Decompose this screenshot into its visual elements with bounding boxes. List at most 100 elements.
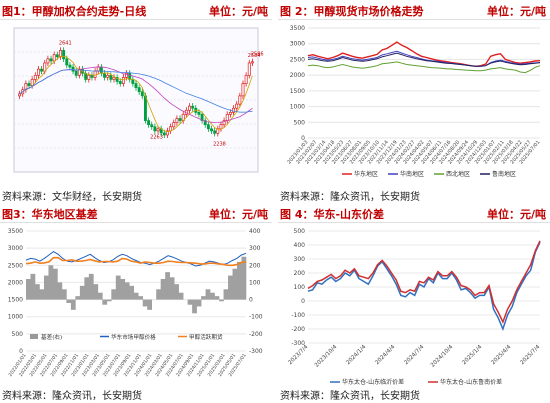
candle-body <box>62 50 66 60</box>
candle-body <box>59 50 62 58</box>
source-note: 资料来源：隆众资讯，长安期货 <box>280 391 420 402</box>
y-tick-label: -100 <box>291 312 305 319</box>
candle-body <box>74 70 78 76</box>
candle-body <box>109 74 113 80</box>
x-tick-label: 2024/4/4 <box>374 344 396 366</box>
spot-price-line-chart: 05001000150020002500300035002023/01/0320… <box>286 25 541 178</box>
price-annotation: 2263 <box>150 135 163 141</box>
basis-bar <box>52 268 58 300</box>
moving-average-line <box>19 69 253 113</box>
series-line <box>307 52 541 67</box>
y-tick-label-left: 3500 <box>8 228 23 235</box>
candle-body <box>87 74 91 80</box>
basis-bar <box>111 289 117 300</box>
candle-body <box>27 83 31 86</box>
candle-body <box>203 120 207 126</box>
basis-bar <box>26 279 31 300</box>
y-tick-label: -300 <box>291 340 305 347</box>
legend-label: 华东太仓-山东临沂价差 <box>342 378 404 386</box>
basis-bar <box>237 261 242 300</box>
candle-body <box>65 58 69 66</box>
legend-swatch <box>30 334 38 339</box>
basis-bar <box>30 273 36 300</box>
y-tick-label: 100 <box>294 284 306 291</box>
panel-futures-daily: 图1：甲醇加权合约走势-日线 单位：元/吨 2641 2586 2263 2238 25… <box>0 0 272 203</box>
basis-bar <box>88 273 94 300</box>
figure-caption: 图1：甲醇加权合约走势-日线 <box>2 5 147 18</box>
figure-caption: 图 2：甲醇现货市场价格走势 <box>280 5 424 18</box>
legend-label: 华南地区 <box>400 170 424 178</box>
x-tick-label: 2024/1/4 <box>345 344 367 366</box>
basis-bar <box>102 299 108 305</box>
caption-bar: 图 4：华东-山东价差 单位：元/吨 <box>278 203 550 223</box>
x-tick-label: 2025/7/4 <box>519 344 541 366</box>
basis-bar <box>228 275 233 300</box>
basis-bar <box>178 292 184 300</box>
y-tick-label: 1000 <box>290 104 305 111</box>
source-note: 资料来源：文华财经，长安期货 <box>2 192 142 203</box>
y-tick-label: 0 <box>301 298 305 305</box>
candle-body <box>118 81 122 84</box>
x-tick-label: 2025/4/4 <box>490 344 512 366</box>
candle-body <box>222 120 226 126</box>
series-line <box>307 61 541 74</box>
candle-body <box>143 95 147 121</box>
basis-bar <box>147 299 153 310</box>
candle-body <box>228 111 232 115</box>
y-tick-label-right: 100 <box>249 279 261 286</box>
legend-label: 鲁南地区 <box>492 170 516 178</box>
unit-label: 单位：元/吨 <box>208 5 268 18</box>
y-tick-label-right: 400 <box>249 228 261 235</box>
unit-label: 单位：元/吨 <box>486 5 546 18</box>
y-tick-label-left: 500 <box>12 331 24 338</box>
legend-label: 西北地区 <box>446 170 470 178</box>
basis-bar <box>48 265 54 300</box>
basis-bar <box>97 292 103 300</box>
candle-body <box>112 77 116 80</box>
basis-bar <box>75 296 81 300</box>
basis-bar <box>142 299 148 307</box>
basis-bar <box>214 296 220 300</box>
candle-body <box>153 126 157 132</box>
basis-bar <box>84 277 90 300</box>
y-tick-label-left: 2500 <box>8 262 23 269</box>
candle-body <box>131 79 135 84</box>
series-line <box>25 256 247 267</box>
basis-bar <box>93 284 99 300</box>
y-tick-label-left: 1500 <box>8 297 23 304</box>
y-tick-label: 0 <box>301 135 305 142</box>
basis-bar <box>34 284 40 300</box>
candle-body <box>137 87 141 93</box>
candle-body <box>30 79 34 86</box>
legend-label: 华东市场甲醇价格 <box>111 333 156 341</box>
candle-body <box>99 66 103 74</box>
caption-bar: 图3：华东地区基差 单位：元/吨 <box>0 203 272 223</box>
y-tick-label: 2000 <box>290 72 305 79</box>
basis-bar <box>66 299 72 303</box>
basis-bar <box>138 296 144 300</box>
candle-body <box>241 83 245 97</box>
y-tick-label: -200 <box>291 326 305 333</box>
candle-body <box>213 130 217 134</box>
basis-bar <box>43 275 49 300</box>
price-annotation: 2238 <box>213 141 226 147</box>
unit-label: 单位：元/吨 <box>486 208 546 221</box>
moving-average-line <box>19 55 253 133</box>
y-tick-label-right: 300 <box>249 245 261 252</box>
series-line <box>25 251 247 267</box>
series-line <box>307 50 541 67</box>
x-tick-label: 2024/10/4 <box>430 344 455 369</box>
candle-body <box>200 114 204 121</box>
series-line <box>307 240 541 324</box>
candle-body <box>49 58 53 62</box>
panel-east-shandong-spread: 图 4：华东-山东价差 单位：元/吨 -300 -200 -100 0 100 200 30… <box>278 203 550 403</box>
candle-body <box>216 128 220 134</box>
unit-label: 单位：元/吨 <box>208 208 268 221</box>
price-annotation: 2584 <box>248 53 261 59</box>
candle-body <box>128 72 132 80</box>
x-tick-label: 2025/1/4 <box>461 344 483 366</box>
candle-body <box>156 128 160 132</box>
basis-bar <box>196 299 202 307</box>
candle-body <box>206 124 210 130</box>
basis-bar <box>165 272 170 300</box>
